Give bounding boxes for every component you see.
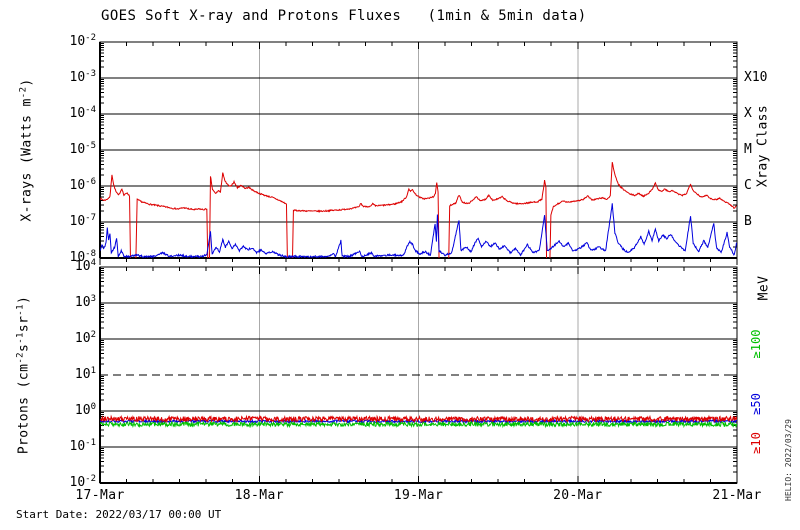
start-date-text: Start Date: 2022/03/17 00:00 UT bbox=[16, 508, 222, 521]
proton-axis-label: Protons (cm-2s-1sr-1) bbox=[15, 295, 32, 455]
x-tick-label: 21-Mar bbox=[712, 488, 762, 503]
protons-ge10-5min-trace bbox=[100, 414, 737, 424]
xray-class-tick-label: X10 bbox=[744, 70, 768, 85]
protons-y-tick-label: 100 bbox=[74, 402, 96, 418]
x-tick-label: 18-Mar bbox=[234, 488, 284, 503]
figure-title: GOES Soft X-ray and Protons Fluxes (1min… bbox=[101, 8, 587, 24]
xray-class-axis-label: Xray Class bbox=[755, 104, 771, 188]
xray-y-tick-label: 10-2 bbox=[69, 33, 97, 49]
x-tick-label: 17-Mar bbox=[75, 488, 125, 503]
protons-y-tick-label: 10-2 bbox=[69, 474, 97, 490]
protons-y-tick-label: 103 bbox=[74, 294, 96, 310]
proton-legend-ge10: ≥10 bbox=[749, 432, 763, 454]
protons-axes bbox=[99, 266, 738, 484]
xray-traces bbox=[100, 161, 737, 258]
xray-y-tick-label: 10-8 bbox=[69, 249, 97, 265]
protons-grid bbox=[100, 267, 737, 483]
helio-watermark: HELIO: 2022/03/29 bbox=[784, 419, 793, 501]
protons-y-tick-label: 101 bbox=[74, 366, 96, 382]
protons-y-tick-label: 10-1 bbox=[69, 438, 97, 454]
x-tick-label: 20-Mar bbox=[553, 488, 603, 503]
xray-axis-label: X-rays (Watts m-2) bbox=[18, 78, 35, 222]
proton-legend-ge100: ≥100 bbox=[749, 329, 763, 359]
xray-y-tick-label: 10-3 bbox=[69, 69, 97, 85]
xray-y-tick-label: 10-6 bbox=[69, 177, 97, 193]
xray-class-tick-label: C bbox=[744, 178, 752, 193]
xray-class-tick-label: X bbox=[744, 106, 752, 121]
xray-grid bbox=[100, 42, 737, 258]
xray-class-tick-label: M bbox=[744, 142, 752, 157]
xray-axes bbox=[99, 41, 738, 265]
proton-legend-ge50: ≥50 bbox=[749, 393, 763, 415]
protons-y-tick-label: 102 bbox=[74, 330, 96, 346]
xray-short-1min-trace bbox=[100, 203, 737, 258]
protons-traces bbox=[100, 414, 737, 429]
mev-axis-label: MeV bbox=[756, 275, 772, 301]
xray-y-tick-label: 10-5 bbox=[69, 141, 97, 157]
protons-y-tick-label: 104 bbox=[74, 258, 96, 274]
x-tick-label: 19-Mar bbox=[393, 488, 444, 503]
xray-class-tick-label: B bbox=[744, 214, 752, 229]
xray-y-tick-label: 10-7 bbox=[69, 213, 97, 229]
xray-y-tick-label: 10-4 bbox=[69, 105, 97, 121]
xray-long-1min-trace bbox=[100, 161, 737, 258]
protons-ge100-5min-trace bbox=[100, 420, 737, 429]
